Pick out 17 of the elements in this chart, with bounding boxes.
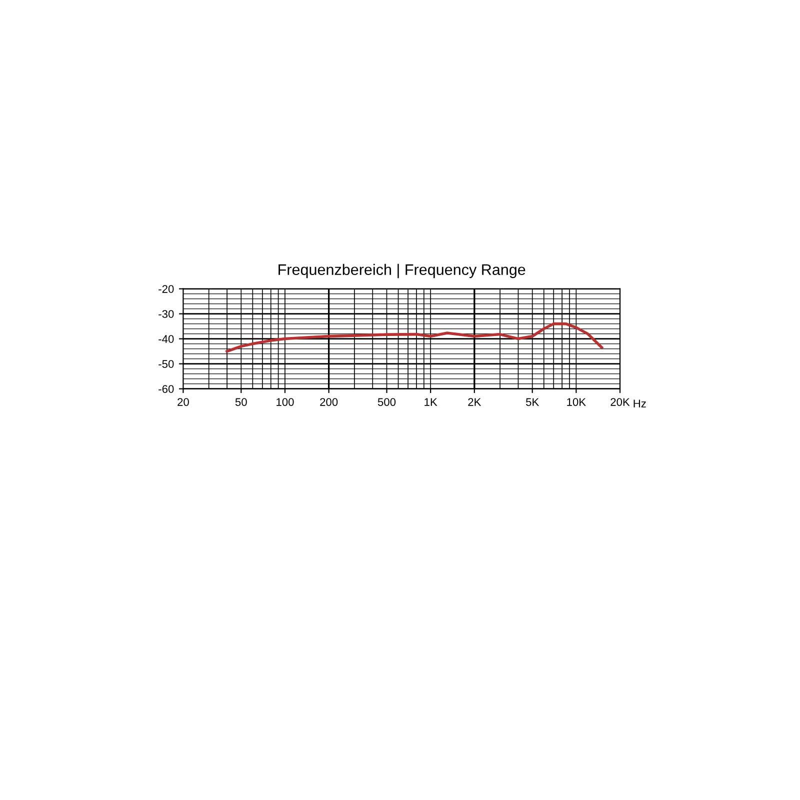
- x-tick-label: 10K: [567, 398, 586, 406]
- y-tick-label: -60: [158, 385, 174, 393]
- x-tick-label: 2K: [468, 398, 482, 406]
- y-tick-label: -30: [158, 310, 174, 318]
- x-tick-label: 20K: [610, 398, 630, 406]
- x-axis-title: Hz: [634, 400, 646, 408]
- x-tick-label: 200: [320, 398, 338, 406]
- x-tick-label: 50: [235, 398, 247, 406]
- y-tick-label: -40: [158, 335, 174, 343]
- x-tick-label: 20: [178, 398, 189, 406]
- x-tick-label: 500: [378, 398, 396, 406]
- chart-title: Frequenzbereich | Frequency Range: [278, 264, 526, 278]
- y-tick-label: -20: [158, 285, 174, 293]
- x-tick-label: 5K: [526, 398, 540, 406]
- x-tick-label: 100: [276, 398, 294, 406]
- x-tick-label: 1K: [424, 398, 438, 406]
- y-tick-label: -50: [158, 360, 174, 368]
